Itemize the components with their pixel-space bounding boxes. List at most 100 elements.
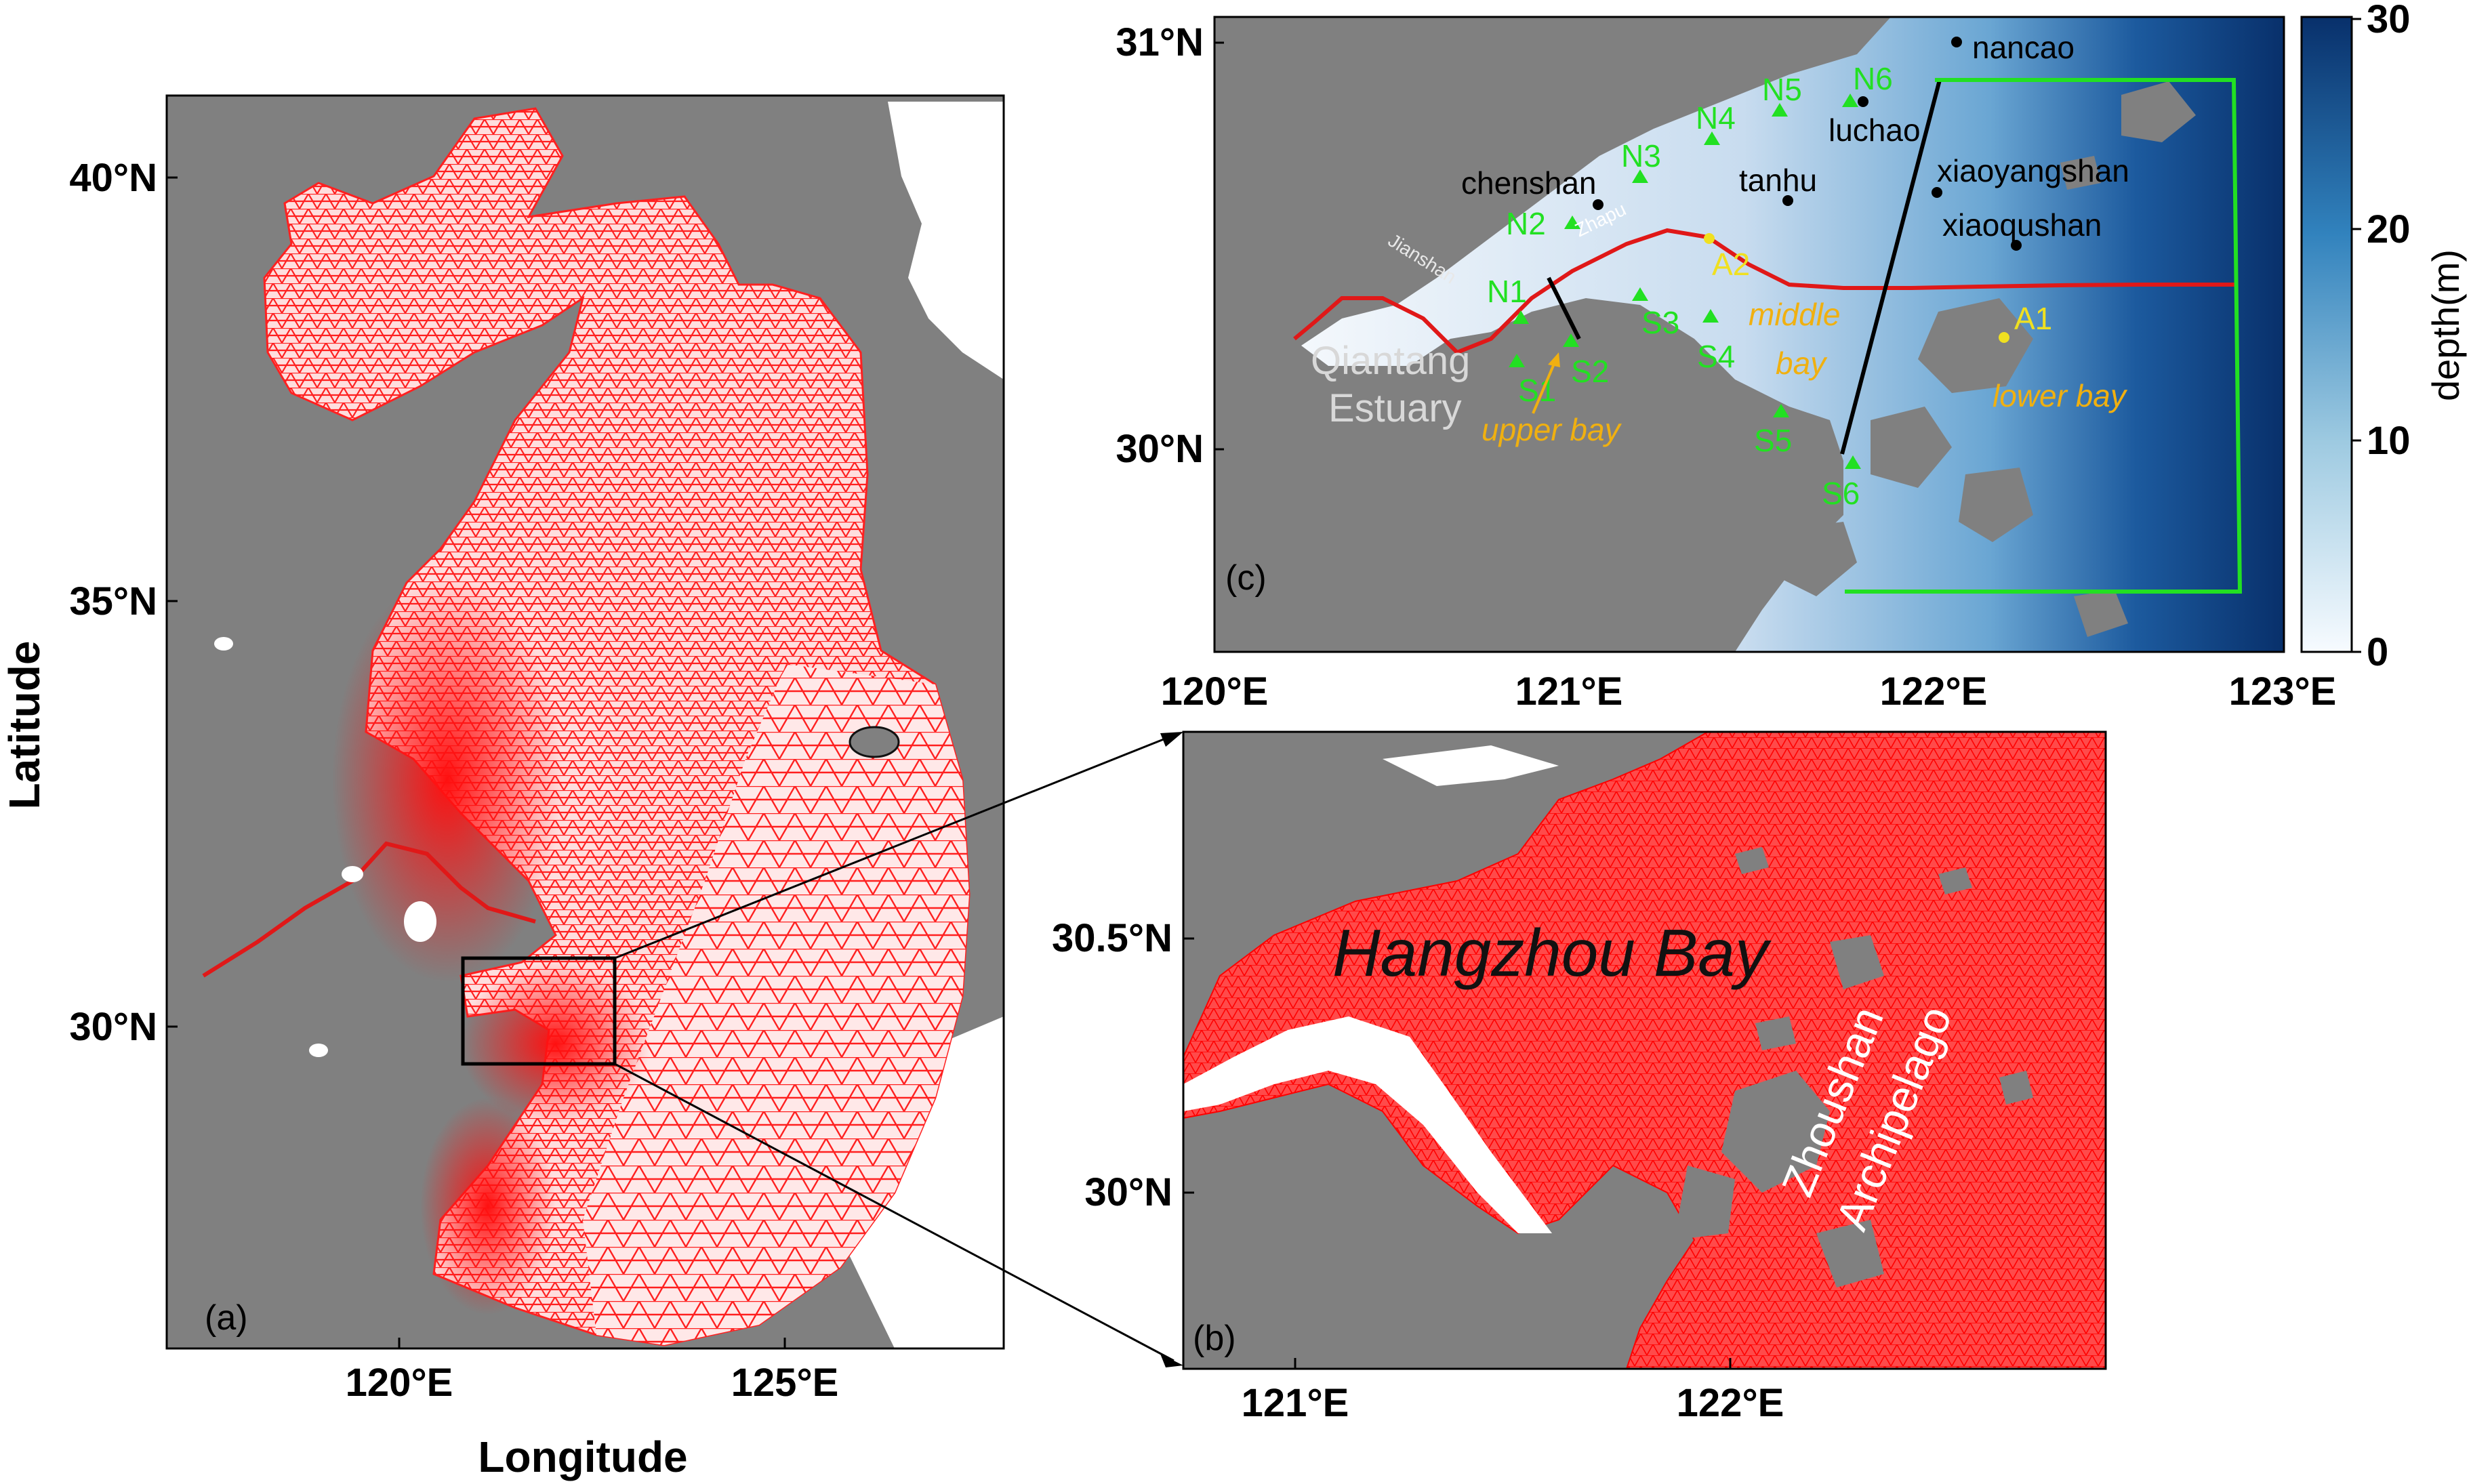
panel-a-xlabel: Longitude bbox=[478, 1433, 687, 1481]
station-label-n6: N6 bbox=[1853, 61, 1893, 96]
panel-a-xtick-125e: 125°E bbox=[731, 1361, 839, 1405]
site-marker-nancao bbox=[1951, 37, 1962, 47]
connector-arrowhead-upper bbox=[1160, 732, 1183, 747]
panel-c-xtick-122e: 122°E bbox=[1880, 669, 1988, 714]
panel-c-island bbox=[2060, 156, 2101, 190]
panel-b-island bbox=[1999, 1071, 2033, 1105]
panel-b-island bbox=[1674, 1166, 1735, 1240]
panel-a-sea-white bbox=[888, 102, 1004, 379]
panel-b-island bbox=[1816, 1220, 1884, 1287]
station-marker-n3 bbox=[1632, 169, 1648, 183]
colorbar-tick-0: 0 bbox=[2367, 630, 2388, 674]
panel-b-label: (b) bbox=[1193, 1319, 1236, 1358]
panel-c-thalweg-line bbox=[1293, 228, 2236, 355]
bay-label-middle-line1: middle bbox=[1749, 297, 1841, 332]
panel-a-yangtze-river bbox=[202, 841, 536, 978]
colorbar-tick-30: 30 bbox=[2367, 0, 2411, 41]
site-label-xiaoyangshan: xiaoyangshan bbox=[1937, 153, 2129, 188]
station-marker-n6 bbox=[1842, 94, 1858, 107]
station-marker-a2 bbox=[1704, 233, 1715, 244]
station-marker-s3 bbox=[1632, 287, 1648, 301]
station-label-a2: A2 bbox=[1712, 247, 1750, 282]
panel-a-ytick-35n: 35°N bbox=[69, 579, 157, 623]
station-marker-n4 bbox=[1704, 131, 1720, 145]
station-label-s5: S5 bbox=[1754, 423, 1792, 458]
panel-a-lake bbox=[342, 866, 363, 882]
panel-c-island bbox=[1918, 298, 2033, 393]
panel-b-frame bbox=[1182, 730, 2107, 1370]
panel-a-ytick-30n: 30°N bbox=[69, 1005, 157, 1049]
site-label-xiaoqushan: xiaoqushan bbox=[1942, 207, 2102, 243]
site-label-chenshan: chenshan bbox=[1461, 165, 1597, 201]
panel-c-frame bbox=[1213, 16, 2285, 653]
panel-b-island bbox=[1830, 935, 1884, 989]
panel-b-ytick-30n: 30°N bbox=[1084, 1170, 1172, 1214]
estuary-label-line2: Estuary bbox=[1328, 386, 1462, 430]
panel-b-mudflat-south bbox=[1183, 1016, 1552, 1233]
station-label-n5: N5 bbox=[1762, 72, 1802, 107]
site-label-luchao: luchao bbox=[1829, 112, 1921, 148]
site-label-nancao: nancao bbox=[1972, 30, 2075, 65]
panel-a-lake bbox=[214, 637, 233, 651]
site-marker-chenshan bbox=[1593, 199, 1604, 210]
station-marker-s6 bbox=[1845, 455, 1861, 469]
site-marker-tanhu bbox=[1782, 195, 1793, 206]
panel-c-ytick-31n: 31°N bbox=[1116, 20, 1204, 64]
station-label-n1: N1 bbox=[1487, 274, 1527, 309]
panel-c-bathymetry-map: 0 10 20 30 depth(m) 31°N 30°N 120°E 121°… bbox=[1116, 0, 2467, 714]
panel-a-xtick-120e: 120°E bbox=[346, 1361, 453, 1405]
panel-b-mudflat-north bbox=[1383, 745, 1559, 786]
panel-a-ylabel: Latitude bbox=[0, 641, 49, 810]
connector-arrow-lower bbox=[614, 1063, 1174, 1362]
panel-c-middle-lower-divider bbox=[1840, 79, 1942, 455]
colorbar-tick-20: 20 bbox=[2367, 207, 2411, 251]
station-label-s3: S3 bbox=[1641, 305, 1679, 340]
panel-c-water-body bbox=[1301, 17, 2284, 652]
bay-label-upper: upper bay bbox=[1482, 412, 1622, 447]
station-label-n3: N3 bbox=[1621, 138, 1661, 173]
connector-arrowhead-lower bbox=[1160, 1354, 1183, 1367]
panel-c-island bbox=[1959, 468, 2033, 542]
upper-bay-pointer-head bbox=[1548, 352, 1560, 367]
station-label-s6: S6 bbox=[1822, 476, 1860, 511]
panel-a-lake bbox=[404, 901, 436, 942]
panel-b-xtick-122e: 122°E bbox=[1677, 1381, 1784, 1425]
station-label-n4: N4 bbox=[1696, 100, 1736, 136]
colorbar-tick-10: 10 bbox=[2367, 419, 2411, 463]
panel-c-xtick-120e: 120°E bbox=[1161, 669, 1269, 714]
panel-c-island bbox=[1776, 522, 1857, 596]
panel-a-lake bbox=[309, 1044, 328, 1057]
station-marker-a1 bbox=[1999, 332, 2009, 343]
colorbar bbox=[2300, 16, 2353, 653]
panel-b-hangzhou-bay-mesh: 30.5°N 30°N 121°E 122°E Hangzhou Bay Zho… bbox=[1052, 730, 2107, 1425]
bay-label-middle-line2: bay bbox=[1776, 346, 1828, 381]
station-marker-n2 bbox=[1564, 215, 1580, 229]
panel-c-upper-middle-divider bbox=[1547, 276, 1581, 340]
panel-a-mesh-coarse-offshore bbox=[583, 664, 969, 1345]
colorbar-label: depth(m) bbox=[2424, 249, 2467, 401]
panel-a-dense-mesh-coast bbox=[332, 576, 563, 983]
station-label-n2: N2 bbox=[1506, 206, 1546, 241]
panel-a-jeju-island bbox=[849, 726, 900, 758]
station-label-a1: A1 bbox=[2014, 301, 2052, 336]
panel-b-island bbox=[1735, 847, 1769, 874]
site-marker-xiaoyangshan bbox=[1932, 187, 1942, 198]
station-marker-s2 bbox=[1563, 333, 1579, 347]
panel-b-ytick-30-5n: 30.5°N bbox=[1052, 916, 1172, 960]
site-marker-xiaoqushan bbox=[2011, 240, 2022, 251]
station-marker-n1 bbox=[1513, 310, 1529, 324]
panel-c-ytick-30n: 30°N bbox=[1116, 427, 1204, 471]
station-label-s2: S2 bbox=[1571, 354, 1609, 389]
panel-b-island bbox=[1755, 1016, 1796, 1050]
panel-a-frame bbox=[165, 94, 1005, 1350]
panel-a-ytick-40n: 40°N bbox=[69, 156, 157, 200]
connector-arrow-upper bbox=[614, 734, 1174, 960]
panel-b-island bbox=[1938, 867, 1972, 894]
station-marker-s1 bbox=[1509, 354, 1525, 367]
panel-c-island bbox=[2121, 81, 2196, 142]
panel-b-mesh bbox=[1183, 731, 2106, 1369]
panel-c-island bbox=[1871, 407, 1952, 488]
panel-c-green-box bbox=[1845, 78, 2243, 594]
station-label-s4: S4 bbox=[1697, 339, 1735, 374]
